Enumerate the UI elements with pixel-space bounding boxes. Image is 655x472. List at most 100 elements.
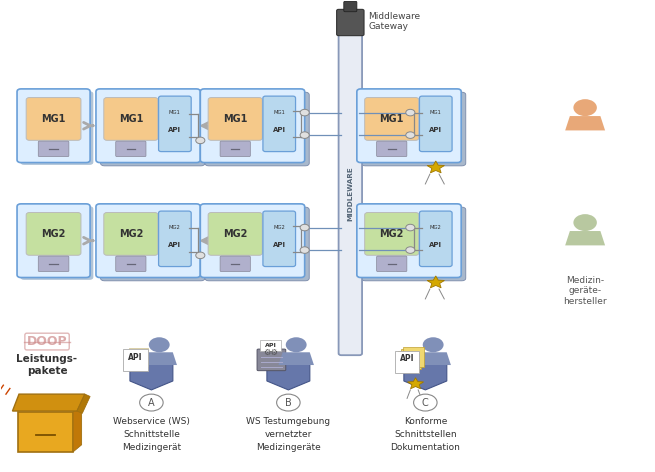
FancyBboxPatch shape bbox=[17, 204, 90, 278]
Text: Middleware
Gateway: Middleware Gateway bbox=[369, 12, 421, 31]
FancyBboxPatch shape bbox=[96, 89, 200, 162]
FancyBboxPatch shape bbox=[365, 212, 419, 255]
FancyBboxPatch shape bbox=[20, 91, 94, 165]
FancyBboxPatch shape bbox=[419, 96, 452, 152]
FancyBboxPatch shape bbox=[18, 412, 73, 452]
FancyBboxPatch shape bbox=[403, 347, 424, 367]
Text: Konforme: Konforme bbox=[403, 417, 447, 426]
Circle shape bbox=[413, 394, 437, 411]
FancyBboxPatch shape bbox=[263, 211, 295, 267]
FancyBboxPatch shape bbox=[205, 207, 309, 281]
Text: MG1: MG1 bbox=[273, 110, 285, 115]
Circle shape bbox=[140, 394, 163, 411]
Polygon shape bbox=[141, 352, 177, 365]
FancyBboxPatch shape bbox=[339, 33, 362, 355]
FancyBboxPatch shape bbox=[260, 340, 281, 352]
FancyBboxPatch shape bbox=[26, 212, 81, 255]
FancyBboxPatch shape bbox=[401, 349, 421, 369]
Circle shape bbox=[196, 252, 205, 259]
FancyBboxPatch shape bbox=[126, 350, 145, 368]
FancyBboxPatch shape bbox=[208, 212, 262, 255]
FancyBboxPatch shape bbox=[398, 351, 419, 371]
Polygon shape bbox=[565, 116, 605, 130]
FancyBboxPatch shape bbox=[100, 92, 205, 166]
Text: MG2: MG2 bbox=[119, 229, 143, 239]
Text: C: C bbox=[422, 397, 429, 408]
Circle shape bbox=[405, 110, 415, 116]
Text: ⚙⚙: ⚙⚙ bbox=[263, 348, 278, 357]
Polygon shape bbox=[415, 352, 451, 365]
FancyBboxPatch shape bbox=[357, 204, 461, 278]
Circle shape bbox=[300, 110, 309, 116]
Text: MG1: MG1 bbox=[41, 114, 66, 124]
Text: Schnittstelle: Schnittstelle bbox=[123, 430, 180, 439]
Text: Dokumentation: Dokumentation bbox=[390, 443, 460, 452]
Text: MG2: MG2 bbox=[223, 229, 248, 239]
Text: MG1: MG1 bbox=[169, 110, 181, 115]
FancyBboxPatch shape bbox=[38, 141, 69, 157]
Text: Medizingerät: Medizingerät bbox=[122, 443, 181, 452]
Circle shape bbox=[405, 224, 415, 231]
FancyBboxPatch shape bbox=[205, 92, 309, 166]
Circle shape bbox=[300, 224, 309, 231]
Polygon shape bbox=[407, 378, 424, 389]
FancyBboxPatch shape bbox=[17, 89, 90, 162]
Text: API: API bbox=[429, 242, 442, 248]
FancyBboxPatch shape bbox=[122, 349, 148, 371]
Circle shape bbox=[573, 99, 597, 116]
Polygon shape bbox=[427, 161, 445, 173]
FancyBboxPatch shape bbox=[26, 98, 81, 140]
Text: MG1: MG1 bbox=[119, 114, 143, 124]
FancyBboxPatch shape bbox=[357, 89, 461, 162]
Polygon shape bbox=[404, 354, 447, 390]
Text: MG1: MG1 bbox=[379, 114, 404, 124]
FancyBboxPatch shape bbox=[344, 1, 357, 12]
Polygon shape bbox=[77, 394, 90, 413]
Text: API: API bbox=[128, 354, 143, 362]
FancyBboxPatch shape bbox=[200, 204, 305, 278]
Text: MG2: MG2 bbox=[430, 225, 441, 230]
Polygon shape bbox=[565, 231, 605, 245]
FancyBboxPatch shape bbox=[377, 256, 407, 271]
FancyBboxPatch shape bbox=[128, 348, 148, 366]
Circle shape bbox=[300, 132, 309, 138]
Circle shape bbox=[573, 214, 597, 231]
Text: MG2: MG2 bbox=[41, 229, 66, 239]
FancyBboxPatch shape bbox=[116, 141, 146, 157]
Text: MG1: MG1 bbox=[223, 114, 248, 124]
Circle shape bbox=[300, 247, 309, 253]
FancyBboxPatch shape bbox=[263, 96, 295, 152]
FancyBboxPatch shape bbox=[220, 141, 250, 157]
Text: A: A bbox=[148, 397, 155, 408]
FancyBboxPatch shape bbox=[220, 256, 250, 271]
FancyBboxPatch shape bbox=[395, 352, 419, 373]
Circle shape bbox=[405, 247, 415, 253]
Polygon shape bbox=[278, 352, 314, 365]
Text: API: API bbox=[272, 127, 286, 133]
Polygon shape bbox=[12, 394, 85, 411]
FancyBboxPatch shape bbox=[377, 141, 407, 157]
Text: Medizingeräte: Medizingeräte bbox=[256, 443, 321, 452]
FancyBboxPatch shape bbox=[103, 98, 158, 140]
Text: API: API bbox=[429, 127, 442, 133]
Text: API: API bbox=[400, 354, 415, 363]
FancyBboxPatch shape bbox=[103, 212, 158, 255]
Text: Medizin-
geräte-
hersteller: Medizin- geräte- hersteller bbox=[563, 276, 607, 306]
FancyBboxPatch shape bbox=[362, 207, 466, 281]
Circle shape bbox=[276, 394, 300, 411]
FancyBboxPatch shape bbox=[116, 256, 146, 271]
Text: B: B bbox=[285, 397, 291, 408]
Polygon shape bbox=[267, 354, 310, 390]
FancyBboxPatch shape bbox=[208, 98, 262, 140]
FancyBboxPatch shape bbox=[20, 206, 94, 280]
Text: Leistungs-
pakete: Leistungs- pakete bbox=[16, 354, 77, 376]
Text: MG2: MG2 bbox=[379, 229, 404, 239]
Text: MIDDLEWARE: MIDDLEWARE bbox=[347, 167, 353, 221]
Text: vernetzter: vernetzter bbox=[265, 430, 312, 439]
Text: API: API bbox=[168, 242, 181, 248]
Text: API: API bbox=[265, 343, 276, 348]
FancyBboxPatch shape bbox=[337, 9, 364, 36]
FancyBboxPatch shape bbox=[200, 89, 305, 162]
Circle shape bbox=[149, 337, 170, 352]
Text: Schnittstellen: Schnittstellen bbox=[394, 430, 457, 439]
